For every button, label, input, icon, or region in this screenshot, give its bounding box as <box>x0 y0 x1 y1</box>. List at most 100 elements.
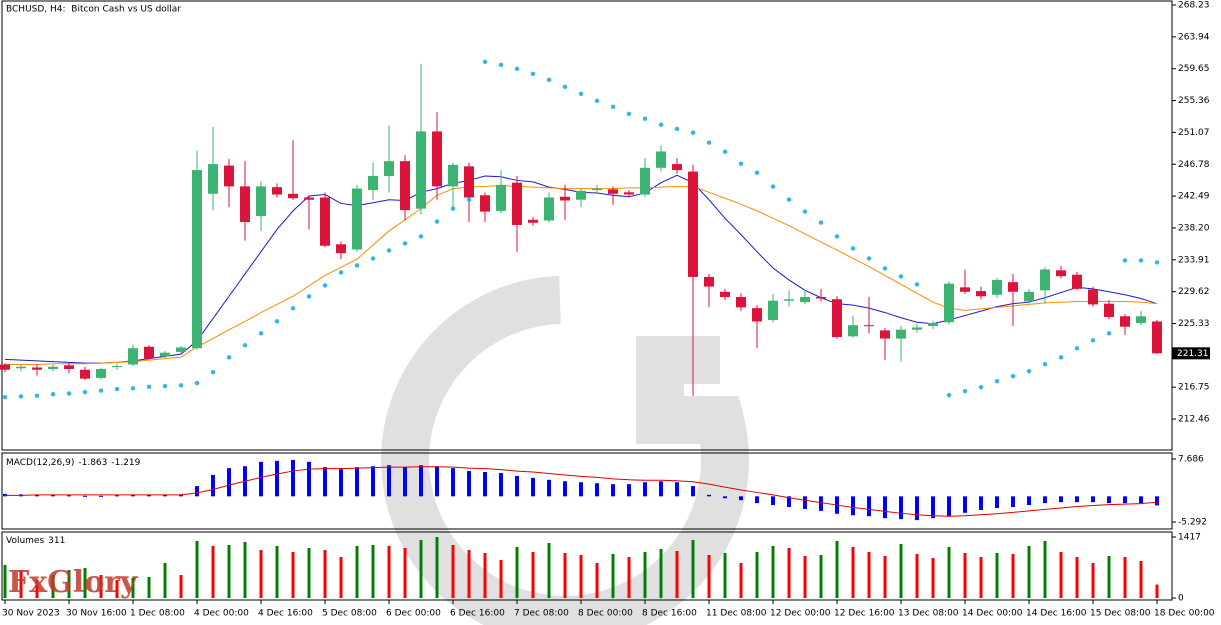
y-tick-label: 242.49 <box>1178 192 1210 202</box>
watermark <box>381 276 750 625</box>
volume-bar <box>291 551 295 599</box>
sar-dot <box>178 383 184 388</box>
sar-dot <box>802 209 808 214</box>
candle-body <box>848 325 858 337</box>
macd-bar <box>1107 496 1111 504</box>
sar-dot <box>706 140 712 145</box>
volume-bar <box>899 544 903 599</box>
macd-panel <box>1 452 1173 530</box>
macd-bar <box>915 496 919 521</box>
macd-bar <box>771 496 775 506</box>
sar-dot <box>2 395 8 400</box>
candle-body <box>896 329 906 339</box>
volume-bar <box>227 545 231 599</box>
sar-dot <box>1090 338 1096 343</box>
y-tick-label: 0 <box>1178 594 1184 604</box>
sar-dot <box>66 391 72 396</box>
sar-dot <box>34 393 40 398</box>
volume-bar <box>131 577 135 599</box>
volume-bar <box>835 541 839 599</box>
candle-body <box>368 175 378 191</box>
logo: FxGlory <box>8 565 139 600</box>
macd-bar <box>867 496 871 517</box>
sar-dot <box>1106 331 1112 336</box>
sar-dot <box>162 383 168 389</box>
volume-bar <box>515 546 519 599</box>
macd-bar <box>51 494 55 497</box>
sar-dot <box>306 294 312 299</box>
candle-body <box>560 196 570 201</box>
macd-bar <box>819 496 823 511</box>
macd-bar <box>595 483 599 497</box>
candle-body <box>912 327 922 330</box>
candle-body <box>656 151 666 168</box>
x-tick-label: 30 Nov 2023 <box>2 609 60 619</box>
volume-bar <box>259 550 263 599</box>
price-panel <box>1 0 1173 451</box>
macd-bar <box>515 475 519 497</box>
macd-bar <box>1091 496 1095 503</box>
macd-bar <box>563 481 567 497</box>
sar-dot <box>82 389 88 395</box>
volume-bar <box>1011 554 1015 599</box>
sar-dot <box>258 331 264 336</box>
x-tick-label: 6 Dec 16:00 <box>450 609 505 619</box>
signal-line <box>5 466 1158 517</box>
volume-bar <box>67 570 71 599</box>
volume-bar <box>883 555 887 599</box>
sar-dot <box>962 389 968 394</box>
y-tick-label: 259.65 <box>1178 64 1210 74</box>
volume-bar <box>563 553 567 599</box>
candle-body <box>688 171 698 277</box>
macd-bar <box>851 496 855 516</box>
candle-body <box>448 164 458 187</box>
volume-bar <box>499 559 503 599</box>
macd-bar <box>787 496 791 508</box>
volume-bar <box>771 545 775 599</box>
candle-body <box>576 190 586 200</box>
sar-dot <box>322 283 328 288</box>
sar-dot <box>370 256 376 261</box>
y-tick-label: 233.91 <box>1178 255 1210 265</box>
sar-dot <box>1074 346 1080 351</box>
sar-dot <box>466 197 472 202</box>
y-tick-label: 268.23 <box>1178 1 1210 11</box>
volume-value: 311 <box>48 536 65 546</box>
sar-dot <box>994 378 1000 384</box>
volume-bar <box>371 545 375 599</box>
sar-dot <box>818 220 824 225</box>
candle-body <box>992 279 1002 295</box>
sar-dot <box>402 241 408 246</box>
candle-body <box>768 300 778 321</box>
macd-bar <box>899 496 903 520</box>
macd-bar <box>467 471 471 497</box>
y-tick-label: 263.94 <box>1178 32 1210 42</box>
macd-bar <box>291 459 295 497</box>
sar-dot <box>50 392 56 397</box>
macd-bar <box>435 466 439 497</box>
sar-dot <box>290 306 296 311</box>
macd-bar <box>339 469 343 497</box>
macd-bar <box>1059 496 1063 503</box>
sar-dot <box>210 369 216 375</box>
x-tick-label: 6 Dec 00:00 <box>386 609 441 619</box>
candle-body <box>80 369 90 379</box>
signal-value: -1.219 <box>111 458 140 468</box>
sar-dot <box>1138 258 1144 263</box>
volume-bar <box>675 550 679 599</box>
x-tick-label: 18 Dec 00:00 <box>1154 609 1215 619</box>
sar-dot <box>770 184 776 189</box>
volume-bar <box>419 539 423 599</box>
candle-body <box>32 367 42 370</box>
volume-bar <box>1059 551 1063 599</box>
volume-bar <box>179 575 183 599</box>
macd-bar <box>579 482 583 497</box>
candle-body <box>224 165 234 187</box>
sar-dot <box>1026 369 1032 374</box>
volume-bar <box>243 541 247 599</box>
volume-bar <box>1027 545 1031 599</box>
volume-bar <box>451 545 455 599</box>
macd-bar <box>1011 496 1015 508</box>
